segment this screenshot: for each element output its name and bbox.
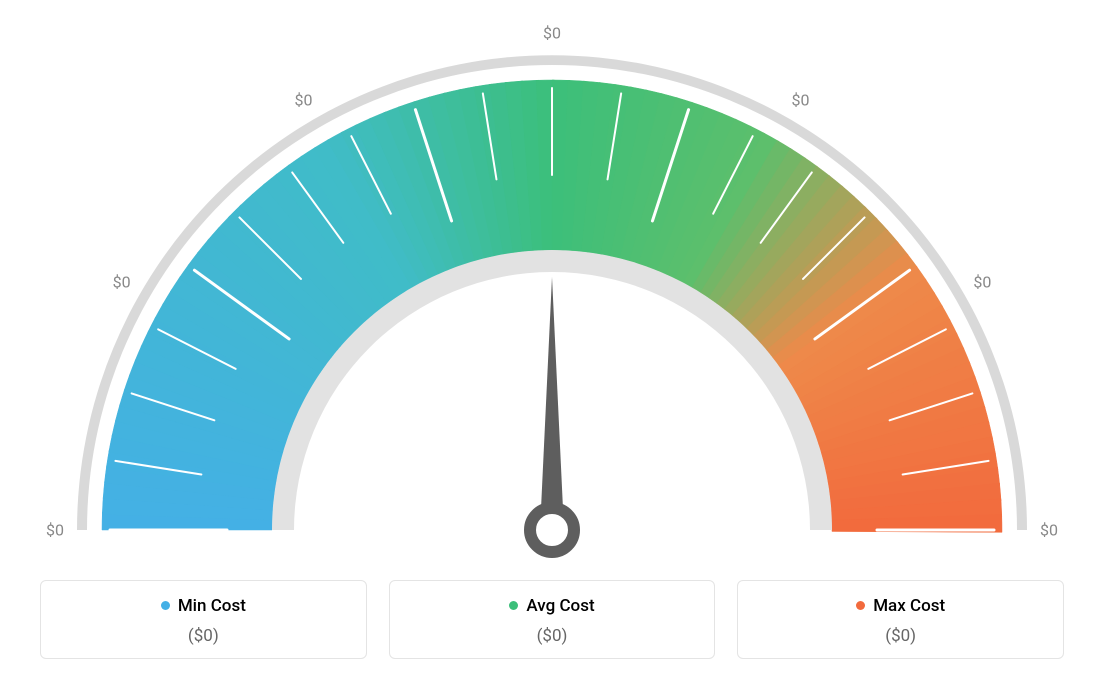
dot-icon <box>161 601 170 610</box>
legend-title-max: Max Cost <box>856 596 945 616</box>
legend-title-min: Min Cost <box>161 596 246 616</box>
gauge-svg <box>0 0 1104 560</box>
scale-label: $0 <box>295 90 313 109</box>
scale-label: $0 <box>113 272 131 291</box>
scale-label: $0 <box>1040 521 1058 540</box>
gauge-chart: $0 $0 $0 $0 $0 $0 $0 <box>0 0 1104 560</box>
legend-value-min: ($0) <box>41 626 366 646</box>
legend-label: Min Cost <box>178 596 246 616</box>
scale-label: $0 <box>543 24 561 43</box>
scale-label: $0 <box>46 521 64 540</box>
legend-row: Min Cost ($0) Avg Cost ($0) Max Cost ($0… <box>40 580 1064 659</box>
legend-card-avg: Avg Cost ($0) <box>389 580 716 659</box>
dot-icon <box>856 601 865 610</box>
legend-card-max: Max Cost ($0) <box>737 580 1064 659</box>
legend-label: Avg Cost <box>526 596 594 616</box>
scale-label: $0 <box>973 272 991 291</box>
legend-value-max: ($0) <box>738 626 1063 646</box>
legend-card-min: Min Cost ($0) <box>40 580 367 659</box>
legend-label: Max Cost <box>873 596 945 616</box>
dot-icon <box>509 601 518 610</box>
scale-label: $0 <box>792 90 810 109</box>
legend-title-avg: Avg Cost <box>509 596 594 616</box>
legend-value-avg: ($0) <box>390 626 715 646</box>
